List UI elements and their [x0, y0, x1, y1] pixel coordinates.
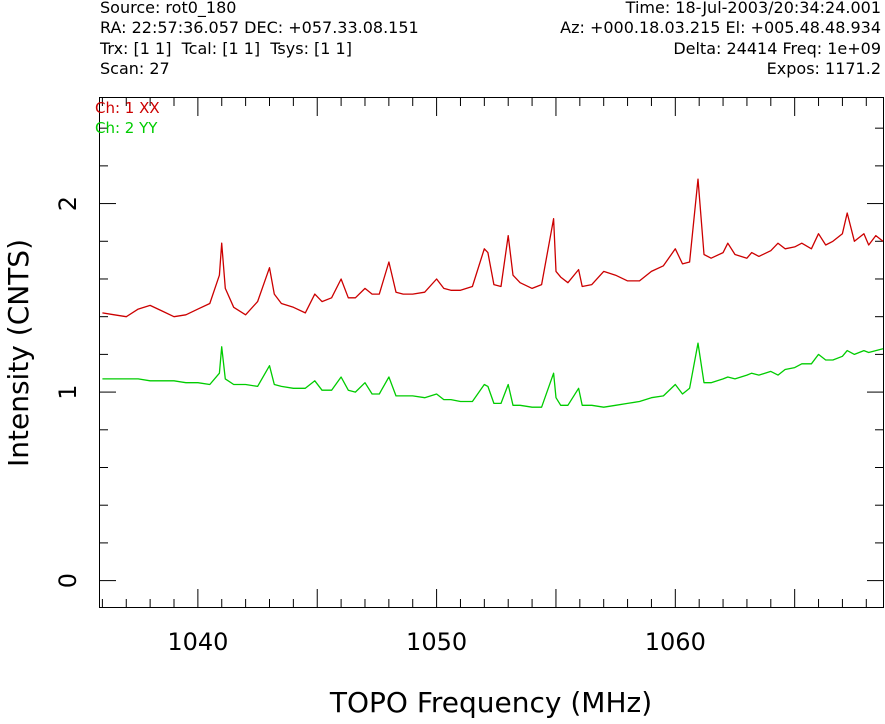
header-scan: Scan: 27	[100, 59, 170, 78]
header-expos: Expos: 1171.2	[766, 59, 881, 78]
series-line-ch1	[102, 178, 884, 318]
y-tick-label: 2	[54, 196, 82, 211]
header-time: Time: 18-Jul-2003/20:34:24.001	[625, 0, 881, 17]
header-delta-freq: Delta: 24414 Freq: 1e+09	[673, 39, 881, 58]
legend-entry-ch2: Ch: 2 YY	[95, 119, 158, 137]
tick-labels: 1040 1050 1060 0 1 2	[54, 196, 706, 656]
plot-frame	[99, 97, 884, 608]
axis-ticks	[100, 98, 883, 607]
header-source: Source: rot0_180	[100, 0, 237, 17]
legend-entry-ch1: Ch: 1 XX	[95, 99, 160, 117]
y-axis-title: Intensity (CNTS)	[2, 239, 35, 467]
series-line-ch2	[102, 342, 884, 408]
header-radec: RA: 22:57:36.057 DEC: +057.33.08.151	[100, 18, 419, 37]
y-tick-label: 1	[54, 384, 82, 399]
header-azel: Az: +000.18.03.215 El: +005.48.48.934	[560, 18, 881, 37]
x-axis-title: TOPO Frequency (MHz)	[329, 686, 652, 719]
header-temperatures: Trx: [1 1] Tcal: [1 1] Tsys: [1 1]	[100, 39, 352, 58]
x-tick-label: 1060	[645, 628, 706, 656]
x-tick-label: 1040	[167, 628, 228, 656]
y-tick-label: 0	[54, 573, 82, 588]
x-tick-label: 1050	[406, 628, 467, 656]
series-lines	[102, 178, 884, 408]
